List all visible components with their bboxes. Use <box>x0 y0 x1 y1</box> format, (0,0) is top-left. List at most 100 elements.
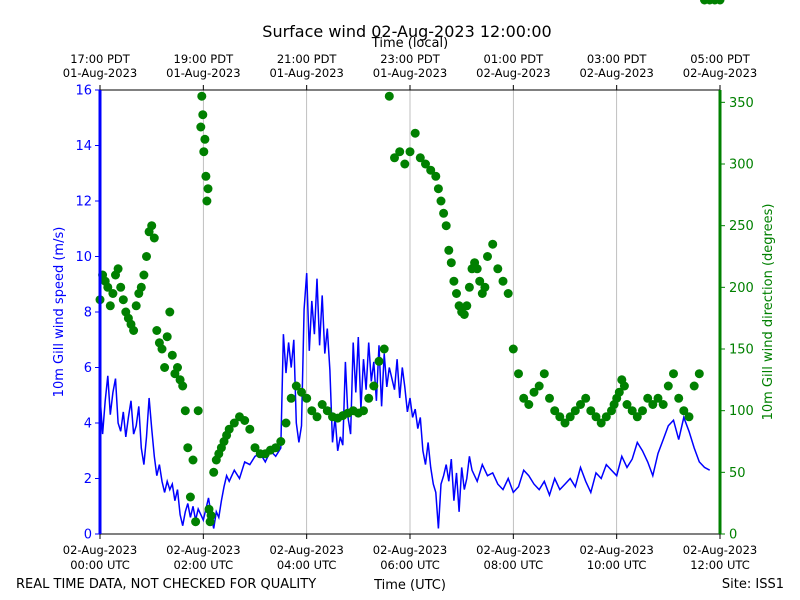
direction-point <box>162 332 172 342</box>
direction-point <box>229 418 239 428</box>
direction-point <box>619 381 629 391</box>
bottom-tick-date: 02-Aug-2023 <box>373 543 447 557</box>
direction-point <box>653 393 663 403</box>
left-tick-label: 8 <box>84 306 92 321</box>
direction-series-layer <box>95 0 725 527</box>
direction-point <box>196 122 206 132</box>
direction-point <box>560 418 570 428</box>
bottom-tick-time: 04:00 UTC <box>277 558 337 572</box>
direction-point <box>142 252 151 261</box>
top-tick-date: 01-Aug-2023 <box>63 66 137 80</box>
speed-series-layer <box>99 273 711 529</box>
top-axis-label: Time (local) <box>371 36 448 51</box>
direction-point <box>684 412 694 422</box>
direction-point <box>441 221 451 231</box>
direction-point <box>459 310 469 319</box>
top-tick-time: 23:00 PDT <box>380 52 441 66</box>
direction-point <box>245 424 255 434</box>
direction-point <box>113 264 123 274</box>
left-axis-ticks: 0 2 4 6 8 10 12 14 16 <box>75 84 100 543</box>
right-tick-label: 300 <box>729 158 754 173</box>
top-tick-date: 01-Aug-2023 <box>373 66 447 80</box>
direction-point <box>570 406 580 416</box>
direction-point <box>452 289 461 298</box>
direction-point <box>180 406 190 416</box>
direction-point <box>183 443 193 453</box>
direction-point <box>173 363 182 372</box>
direction-point <box>152 326 162 335</box>
top-tick-time: 21:00 PDT <box>277 52 338 66</box>
speed-series-line <box>99 273 711 529</box>
direction-point <box>436 196 446 206</box>
direction-point <box>400 159 410 169</box>
top-tick-time: 05:00 PDT <box>690 52 751 66</box>
direction-point <box>202 196 212 206</box>
left-axis-label: 10m Gill wind speed (m/s) <box>52 227 67 398</box>
bottom-tick-time: 00:00 UTC <box>70 558 130 572</box>
direction-point <box>601 412 611 422</box>
direction-point <box>167 350 177 360</box>
direction-point <box>663 381 673 391</box>
right-axis-ticks: 0 50 100 150 200 250 300 350 <box>720 96 754 543</box>
direction-point <box>464 282 474 292</box>
direction-point <box>240 416 250 425</box>
left-tick-label: 16 <box>75 84 92 99</box>
direction-point <box>250 443 260 453</box>
right-tick-label: 150 <box>729 343 754 358</box>
direction-point <box>632 412 642 422</box>
direction-point <box>405 147 415 157</box>
top-tick-date: 01-Aug-2023 <box>269 66 343 80</box>
direction-point <box>638 406 647 416</box>
direction-point <box>421 159 430 169</box>
left-tick-label: 12 <box>75 195 92 210</box>
direction-point <box>165 307 175 317</box>
direction-point <box>286 393 296 403</box>
direction-point <box>524 400 534 409</box>
direction-point <box>136 282 146 292</box>
direction-point <box>291 381 301 391</box>
direction-point <box>395 147 405 157</box>
direction-point <box>178 381 188 391</box>
bottom-tick-time: 06:00 UTC <box>380 558 440 572</box>
direction-point <box>297 387 306 397</box>
direction-point <box>529 387 539 397</box>
direction-point <box>550 406 560 416</box>
direction-point <box>439 208 449 218</box>
direction-point <box>498 276 508 286</box>
direction-point <box>508 344 518 354</box>
bottom-tick-date: 02-Aug-2023 <box>683 543 757 557</box>
direction-point <box>322 406 332 416</box>
direction-point <box>193 406 203 416</box>
left-tick-label: 14 <box>75 139 92 154</box>
direction-point <box>581 393 591 403</box>
top-tick-time: 17:00 PDT <box>70 52 131 66</box>
bottom-tick-date: 02-Aug-2023 <box>269 543 343 557</box>
direction-point <box>493 264 503 274</box>
direction-point <box>472 264 482 274</box>
direction-point <box>534 381 544 391</box>
direction-point <box>519 393 529 403</box>
direction-point <box>197 91 207 101</box>
direction-point <box>364 393 374 403</box>
direction-point <box>108 289 118 298</box>
right-tick-label: 200 <box>729 281 754 296</box>
bottom-tick-date: 02-Aug-2023 <box>166 543 240 557</box>
direction-point <box>359 406 368 416</box>
direction-point <box>312 412 322 422</box>
direction-point <box>576 400 585 409</box>
direction-point <box>369 381 379 391</box>
direction-point <box>224 424 234 434</box>
right-axis-label: 10m Gill wind direction (degrees) <box>761 204 776 421</box>
gridlines <box>202 90 618 534</box>
direction-point <box>545 393 554 403</box>
direction-point <box>689 381 699 391</box>
direction-point <box>384 91 394 101</box>
bottom-tick-time: 10:00 UTC <box>587 558 647 572</box>
footer-site: Site: ISS1 <box>722 577 784 592</box>
direction-point <box>139 270 149 280</box>
chart-title: Surface wind 02-Aug-2023 12:00:00 <box>262 22 551 41</box>
direction-point <box>480 282 490 292</box>
direction-point <box>483 252 492 261</box>
